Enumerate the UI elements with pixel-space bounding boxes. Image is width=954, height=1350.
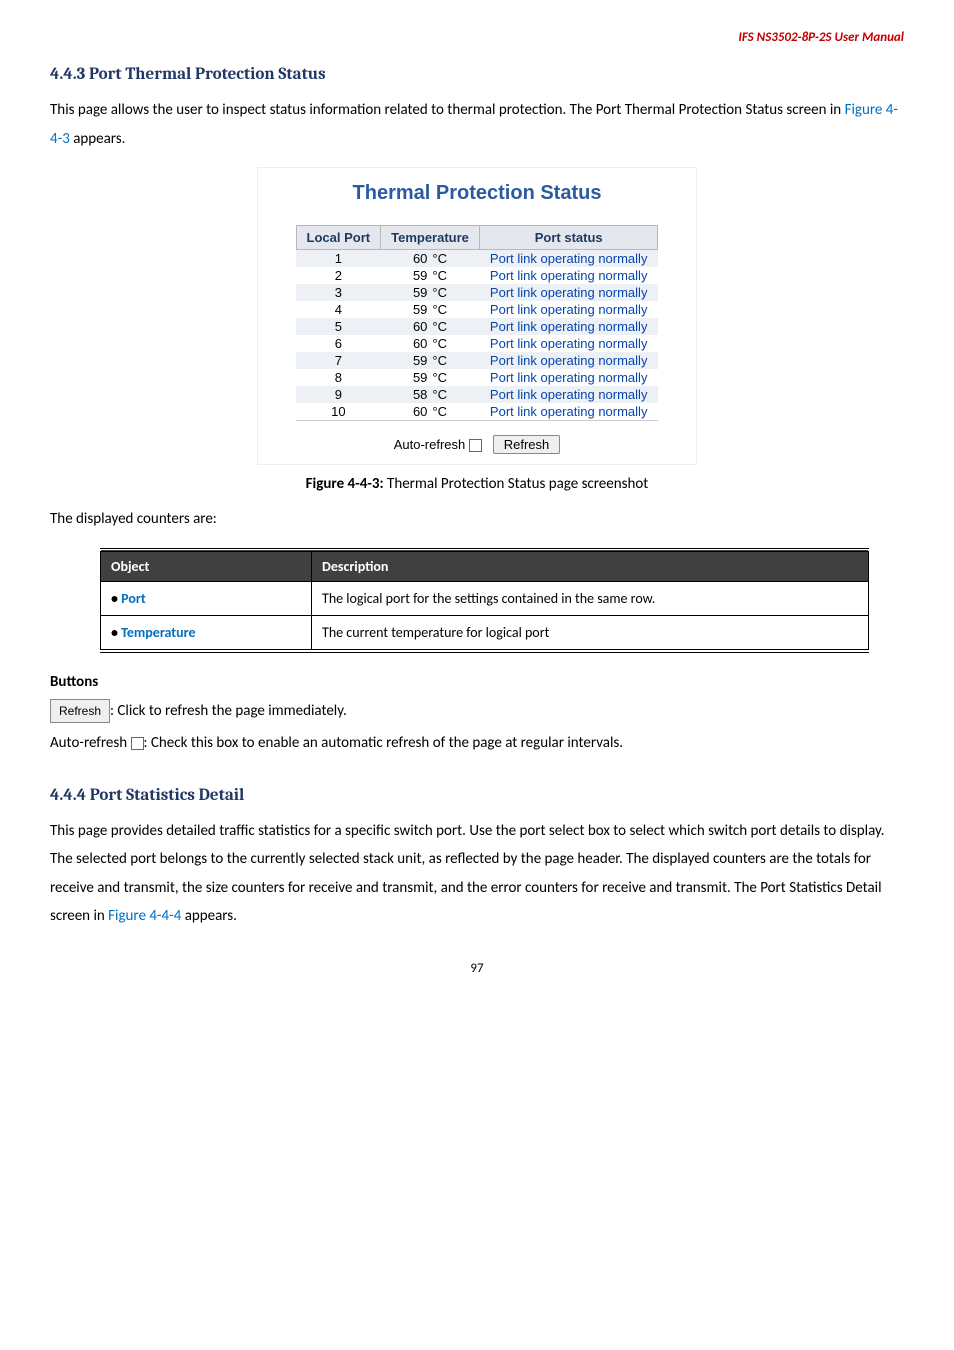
desc-temperature: The current temperature for logical port bbox=[312, 615, 869, 651]
intro-text-b: appears. bbox=[70, 130, 126, 148]
counters-intro: The displayed counters are: bbox=[50, 505, 904, 534]
obj-temperature: Temperature bbox=[101, 615, 312, 651]
cell-unit: °C bbox=[430, 301, 480, 318]
refresh-desc-text: : Click to refresh the page immediately. bbox=[110, 702, 347, 720]
section-444-body: This page provides detailed traffic stat… bbox=[50, 817, 904, 931]
cell-unit: °C bbox=[430, 267, 480, 284]
table-row: 1 60 °C Port link operating normally bbox=[296, 250, 658, 268]
cell-temp: 59 bbox=[381, 352, 430, 369]
table-row: 8 59 °C Port link operating normally bbox=[296, 369, 658, 386]
cell-port: 4 bbox=[296, 301, 381, 318]
cell-temp: 59 bbox=[381, 267, 430, 284]
auto-refresh-checkbox[interactable] bbox=[469, 439, 482, 452]
cell-unit: °C bbox=[430, 318, 480, 335]
thermal-status-panel: Thermal Protection Status Local Port Tem… bbox=[257, 167, 697, 465]
cell-temp: 59 bbox=[381, 369, 430, 386]
table-row: Port The logical port for the settings c… bbox=[101, 581, 869, 615]
section-444-heading: 4.4.4 Port Statistics Detail bbox=[50, 786, 904, 805]
cell-port: 10 bbox=[296, 403, 381, 421]
cell-status: Port link operating normally bbox=[479, 352, 658, 369]
refresh-button-inline[interactable]: Refresh bbox=[50, 699, 110, 724]
table-row: 3 59 °C Port link operating normally bbox=[296, 284, 658, 301]
auto-refresh-desc: Auto-refresh : Check this box to enable … bbox=[50, 729, 904, 758]
col-temperature: Temperature bbox=[381, 226, 480, 250]
cell-unit: °C bbox=[430, 335, 480, 352]
cell-port: 5 bbox=[296, 318, 381, 335]
section-443-intro: This page allows the user to inspect sta… bbox=[50, 96, 904, 153]
cell-temp: 59 bbox=[381, 301, 430, 318]
cell-status: Port link operating normally bbox=[479, 250, 658, 268]
cell-status: Port link operating normally bbox=[479, 335, 658, 352]
cell-temp: 60 bbox=[381, 318, 430, 335]
refresh-button-desc: Refresh: Click to refresh the page immed… bbox=[50, 697, 904, 726]
obj-temperature-label: Temperature bbox=[111, 624, 196, 641]
intro-text-a: This page allows the user to inspect sta… bbox=[50, 101, 845, 119]
table-row: 5 60 °C Port link operating normally bbox=[296, 318, 658, 335]
cell-port: 7 bbox=[296, 352, 381, 369]
cell-port: 1 bbox=[296, 250, 381, 268]
buttons-heading: Buttons bbox=[50, 673, 904, 691]
cell-status: Port link operating normally bbox=[479, 301, 658, 318]
cell-status: Port link operating normally bbox=[479, 386, 658, 403]
thermal-status-table: Local Port Temperature Port status 1 60 … bbox=[296, 225, 659, 421]
cell-unit: °C bbox=[430, 250, 480, 268]
table-row: 4 59 °C Port link operating normally bbox=[296, 301, 658, 318]
cell-port: 2 bbox=[296, 267, 381, 284]
cell-status: Port link operating normally bbox=[479, 267, 658, 284]
object-description-table: Object Description Port The logical port… bbox=[100, 548, 869, 653]
table-row: 9 58 °C Port link operating normally bbox=[296, 386, 658, 403]
table-row: 6 60 °C Port link operating normally bbox=[296, 335, 658, 352]
cell-unit: °C bbox=[430, 386, 480, 403]
table-row: 7 59 °C Port link operating normally bbox=[296, 352, 658, 369]
caption-rest: Thermal Protection Status page screensho… bbox=[384, 475, 649, 493]
table-row: Temperature The current temperature for … bbox=[101, 615, 869, 651]
figure-443-caption: Figure 4-4-3: Thermal Protection Status … bbox=[50, 475, 904, 493]
cell-status: Port link operating normally bbox=[479, 318, 658, 335]
table-row: 2 59 °C Port link operating normally bbox=[296, 267, 658, 284]
page-header-product: IFS NS3502-8P-2S User Manual bbox=[50, 30, 904, 45]
cell-unit: °C bbox=[430, 284, 480, 301]
col-object: Object bbox=[101, 550, 312, 582]
auto-refresh-label: Auto-refresh bbox=[394, 437, 466, 452]
cell-temp: 60 bbox=[381, 335, 430, 352]
body-text-b: appears. bbox=[181, 907, 237, 925]
cell-port: 6 bbox=[296, 335, 381, 352]
auto-refresh-text-b: : Check this box to enable an automatic … bbox=[144, 734, 624, 752]
cell-unit: °C bbox=[430, 403, 480, 421]
desc-port: The logical port for the settings contai… bbox=[312, 581, 869, 615]
cell-status: Port link operating normally bbox=[479, 403, 658, 421]
cell-port: 8 bbox=[296, 369, 381, 386]
col-description: Description bbox=[312, 550, 869, 582]
page-number: 97 bbox=[50, 961, 904, 976]
cell-temp: 59 bbox=[381, 284, 430, 301]
cell-unit: °C bbox=[430, 369, 480, 386]
cell-temp: 60 bbox=[381, 403, 430, 421]
col-local-port: Local Port bbox=[296, 226, 381, 250]
cell-port: 3 bbox=[296, 284, 381, 301]
cell-temp: 58 bbox=[381, 386, 430, 403]
cell-status: Port link operating normally bbox=[479, 284, 658, 301]
auto-refresh-text-a: Auto-refresh bbox=[50, 734, 131, 752]
col-port-status: Port status bbox=[479, 226, 658, 250]
auto-refresh-checkbox-inline[interactable] bbox=[131, 737, 144, 750]
section-443-heading: 4.4.3 Port Thermal Protection Status bbox=[50, 65, 904, 84]
cell-port: 9 bbox=[296, 386, 381, 403]
table-row: 10 60 °C Port link operating normally bbox=[296, 403, 658, 421]
cell-status: Port link operating normally bbox=[479, 369, 658, 386]
figure-link-444: Figure 4-4-4 bbox=[108, 907, 181, 925]
cell-temp: 60 bbox=[381, 250, 430, 268]
refresh-button[interactable]: Refresh bbox=[493, 435, 561, 454]
thermal-status-title: Thermal Protection Status bbox=[262, 172, 692, 225]
refresh-controls: Auto-refresh Refresh bbox=[262, 421, 692, 454]
caption-bold: Figure 4-4-3: bbox=[306, 475, 384, 493]
obj-port-label: Port bbox=[111, 590, 146, 607]
cell-unit: °C bbox=[430, 352, 480, 369]
obj-port: Port bbox=[101, 581, 312, 615]
